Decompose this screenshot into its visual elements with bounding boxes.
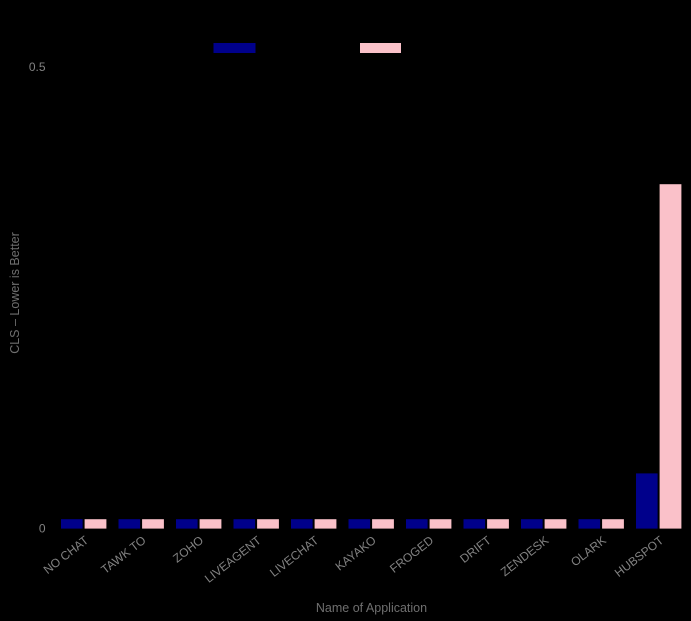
svg-text:0: 0 — [39, 521, 46, 535]
svg-text:0.5: 0.5 — [29, 60, 46, 74]
svg-text:Name of Application: Name of Application — [316, 601, 427, 615]
svg-text:CLS – Lower is Better: CLS – Lower is Better — [8, 232, 22, 354]
